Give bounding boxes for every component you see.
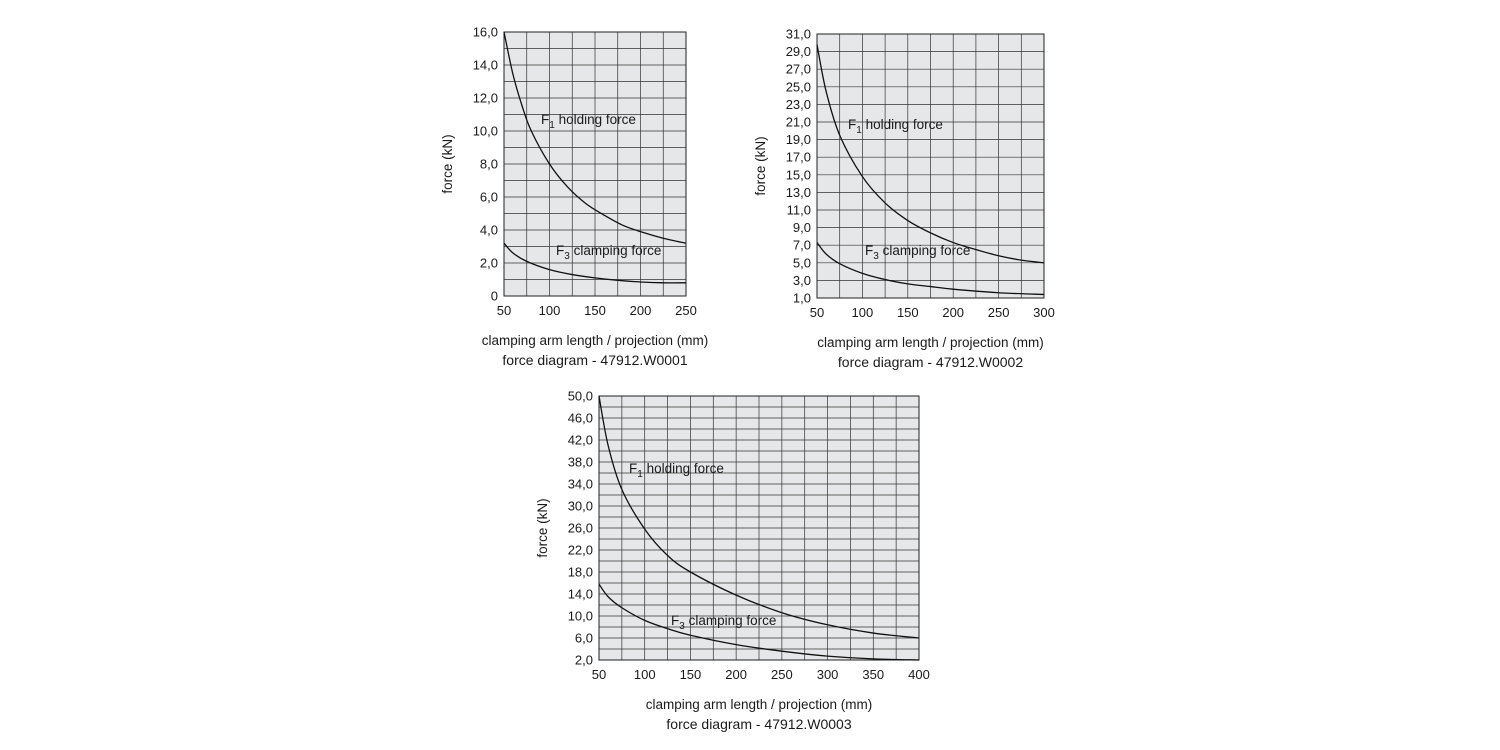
plot-border (816, 33, 1045, 299)
y-tick-label: 6,0 (480, 190, 498, 205)
holding-force-curve (816, 44, 1045, 264)
x-tick-label: 300 (1033, 305, 1055, 320)
y-tick-label: 11,0 (787, 203, 811, 218)
plot-border (598, 395, 920, 661)
clamping-force-label: F3 clamping force (556, 243, 661, 262)
y-tick-label: 34,0 (568, 477, 593, 492)
holding-force-curve (503, 31, 687, 244)
chart-svg: 50 100 150 200 250 300 1,0 3,0 5,0 7,0 9,0 11,0 13,0… (753, 27, 1055, 371)
holding-force-curve (598, 395, 920, 639)
x-tick-label: 150 (584, 303, 606, 318)
x-tick-label: 300 (817, 667, 839, 682)
x-tick-label: 50 (497, 303, 511, 318)
y-axis-title: force (kN) (440, 134, 455, 193)
x-tick-label: 100 (852, 305, 874, 320)
x-axis-title: clamping arm length / projection (mm) (646, 697, 873, 712)
y-tick-label: 13,0 (786, 185, 811, 200)
x-tick-label: 50 (592, 667, 606, 682)
x-axis-title: clamping arm length / projection (mm) (482, 333, 709, 348)
y-axis-title: force (kN) (753, 136, 768, 195)
y-tick-label: 14,0 (473, 58, 498, 73)
y-tick-label: 18,0 (568, 565, 593, 580)
y-tick-label: 16,0 (473, 25, 498, 40)
clamping-force-curve (816, 242, 1045, 296)
y-tick-label: 14,0 (568, 587, 593, 602)
y-tick-label: 19,0 (786, 132, 811, 147)
y-tick-label: 29,0 (786, 44, 811, 59)
chart-caption: force diagram - 47912.W0001 (502, 352, 687, 368)
x-tick-label: 250 (771, 667, 793, 682)
y-tick-label: 31,0 (786, 27, 811, 42)
grid (599, 396, 919, 660)
chart-svg: 50 100 150 200 250 300 350 400 2,0 6,0 10,0 14,0 18,… (535, 389, 930, 733)
y-tick-label: 50,0 (568, 389, 593, 404)
x-tick-label: 150 (680, 667, 702, 682)
x-tick-label: 100 (634, 667, 656, 682)
clamping-force-label: F3 clamping force (671, 613, 776, 632)
x-tick-label: 100 (539, 303, 561, 318)
y-tick-label: 7,0 (793, 238, 811, 253)
y-tick-label: 0 (491, 289, 498, 304)
y-tick-label: 15,0 (786, 167, 811, 182)
y-tick-label: 23,0 (786, 97, 811, 112)
y-tick-label: 6,0 (575, 631, 593, 646)
force-diagram-w0001: 50 100 150 200 250 0 2,0 4,0 6,0 8,0 10,0 12,0 14,0 1… (440, 18, 730, 373)
y-tick-label: 5,0 (793, 255, 811, 270)
y-tick-label: 27,0 (786, 62, 811, 77)
x-tick-label: 250 (675, 303, 697, 318)
y-tick-label: 25,0 (786, 79, 811, 94)
y-tick-label: 2,0 (480, 256, 498, 271)
y-tick-label: 2,0 (575, 653, 593, 668)
y-tick-label: 26,0 (568, 521, 593, 536)
y-tick-label: 22,0 (568, 543, 593, 558)
x-axis-title: clamping arm length / projection (mm) (817, 335, 1044, 350)
grid (504, 32, 686, 296)
y-tick-label: 21,0 (786, 115, 811, 130)
holding-force-label: F1 holding force (848, 117, 943, 136)
chart-caption: force diagram - 47912.W0003 (666, 716, 851, 732)
x-tick-label: 200 (630, 303, 652, 318)
y-tick-label: 10,0 (568, 609, 593, 624)
y-tick-label: 9,0 (793, 220, 811, 235)
y-tick-label: 12,0 (473, 91, 498, 106)
x-tick-label: 50 (810, 305, 824, 320)
y-tick-label: 42,0 (568, 433, 593, 448)
force-diagram-w0002: 50 100 150 200 250 300 1,0 3,0 5,0 7,0 9,0 11,0 13,0… (745, 18, 1065, 373)
y-tick-label: 1,0 (793, 291, 811, 306)
holding-force-label: F1 holding force (629, 461, 724, 480)
x-tick-label: 400 (908, 667, 930, 682)
y-axis-title: force (kN) (535, 498, 550, 557)
y-tick-label: 4,0 (480, 223, 498, 238)
holding-force-label: F1 holding force (541, 112, 636, 131)
y-tick-label: 46,0 (568, 411, 593, 426)
y-tick-label: 17,0 (786, 150, 811, 165)
clamping-force-label: F3 clamping force (865, 243, 970, 262)
x-tick-label: 200 (725, 667, 747, 682)
force-diagram-w0003: 50 100 150 200 250 300 350 400 2,0 6,0 10,0 14,0 18,… (530, 382, 950, 742)
clamping-force-curve (503, 242, 687, 284)
y-tick-label: 38,0 (568, 455, 593, 470)
x-tick-label: 150 (897, 305, 919, 320)
chart-svg: 50 100 150 200 250 0 2,0 4,0 6,0 8,0 10,0 12,0 14,0 1… (440, 25, 709, 369)
x-tick-label: 200 (942, 305, 964, 320)
x-tick-label: 350 (862, 667, 884, 682)
x-tick-label: 250 (988, 305, 1010, 320)
y-tick-label: 30,0 (568, 499, 593, 514)
y-tick-label: 8,0 (480, 157, 498, 172)
clamping-force-curve (598, 583, 920, 661)
y-tick-label: 10,0 (473, 124, 498, 139)
plot-border (503, 31, 687, 297)
chart-caption: force diagram - 47912.W0002 (838, 354, 1023, 370)
grid (817, 34, 1044, 298)
y-tick-label: 3,0 (793, 273, 811, 288)
